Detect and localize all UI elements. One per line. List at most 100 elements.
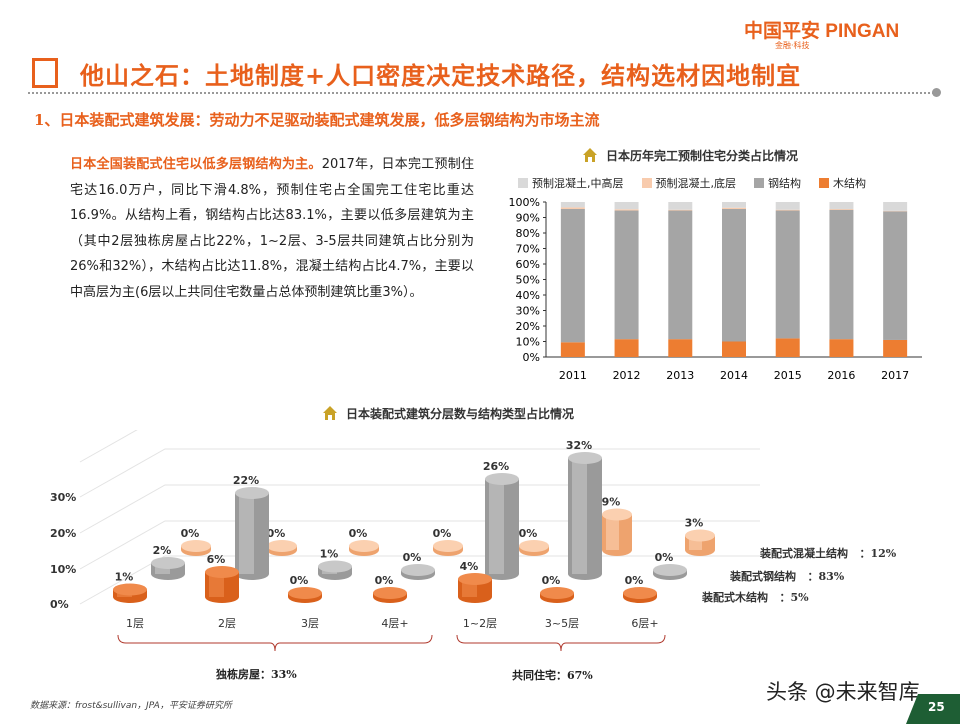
x-tick-label: 3~5层	[545, 617, 579, 630]
legend-label: 装配式混凝土结构	[760, 547, 848, 560]
y-tick-label: 100%	[509, 196, 540, 209]
cylinder-top	[288, 587, 322, 599]
data-label: 0%	[181, 527, 200, 540]
legend-item: 钢结构	[754, 175, 801, 191]
source-note: 数据来源：frost&sullivan，JPA，平安证券研究所	[30, 698, 232, 711]
chart1-title-wrap: 日本历年完工预制住宅分类占比情况	[582, 147, 798, 164]
summary-paragraph: 日本全国装配式住宅以低多层钢结构为主。2017年，日本完工预制住宅达16.0万户…	[70, 152, 474, 305]
legend-item: 预制混凝土,中高层	[518, 175, 624, 191]
legend-item: 预制混凝土,底层	[642, 175, 737, 191]
group-label-detached: 独栋房屋：33%	[216, 666, 297, 682]
cylinder-top	[433, 540, 463, 552]
data-label: 0%	[267, 527, 286, 540]
chart1-legend: 预制混凝土,中高层 预制混凝土,底层 钢结构 木结构	[518, 175, 866, 191]
page-title: 他山之石：土地制度+人口密度决定技术路径，结构选材因地制宜	[80, 56, 801, 91]
cylinder-top	[205, 566, 239, 578]
legend-label: 装配式木结构	[702, 591, 768, 604]
bar-segment	[829, 209, 853, 210]
data-label: 0%	[433, 527, 452, 540]
logo-tagline: 金融·科技	[775, 40, 810, 51]
legend-label: 装配式钢结构	[730, 570, 796, 583]
bar-segment	[883, 340, 907, 357]
y-tick-label: 20%	[516, 320, 540, 333]
gridline	[80, 430, 760, 462]
bar-segment	[615, 202, 639, 209]
x-tick-label: 3层	[301, 617, 319, 630]
data-label: 0%	[542, 574, 561, 587]
cylinder-top	[653, 564, 687, 576]
data-label: 26%	[483, 460, 509, 473]
data-label: 0%	[349, 527, 368, 540]
cylinder-top	[349, 540, 379, 552]
pingan-logo: 中国平安 PINGAN	[744, 16, 899, 43]
house-icon	[322, 405, 338, 421]
y-tick-label: 70%	[516, 243, 540, 256]
data-label: 1%	[320, 548, 339, 561]
legend-value: 83%	[819, 570, 845, 583]
house-icon	[582, 147, 598, 163]
data-label: 22%	[233, 474, 259, 487]
bar-segment	[776, 211, 800, 339]
chart1-title: 日本历年完工预制住宅分类占比情况	[606, 149, 798, 163]
x-tick-label: 2011	[559, 369, 587, 382]
data-label: 4%	[460, 560, 479, 573]
bar-segment	[561, 207, 585, 209]
bar-segment	[561, 209, 585, 342]
bar-segment	[776, 202, 800, 210]
data-label: 0%	[655, 551, 674, 564]
bar-segment	[776, 338, 800, 357]
bar-segment	[615, 209, 639, 210]
data-label: 0%	[290, 574, 309, 587]
y-tick-label: 10%	[50, 563, 76, 576]
x-tick-label: 2015	[774, 369, 802, 382]
y-tick-label: 50%	[516, 274, 540, 287]
y-tick-label: 40%	[516, 289, 540, 302]
cylinder-top	[373, 587, 407, 599]
paragraph-highlight: 日本全国装配式住宅以低多层钢结构为主。	[70, 157, 322, 172]
bar-segment	[561, 342, 585, 357]
cylinder-top	[485, 473, 519, 485]
legend-steel: 装配式钢结构 ：83%	[730, 568, 844, 584]
y-tick-label: 90%	[516, 212, 540, 225]
x-tick-label: 1层	[126, 617, 144, 630]
x-tick-label: 2012	[613, 369, 641, 382]
x-tick-label: 2016	[827, 369, 855, 382]
cylinder-top	[685, 530, 715, 542]
data-label: 0%	[403, 551, 422, 564]
gridline	[80, 449, 760, 497]
cylinder-top	[267, 540, 297, 552]
bar-segment	[829, 339, 853, 357]
cylinder-top	[623, 587, 657, 599]
cylinder-top	[540, 587, 574, 599]
y-tick-label: 30%	[516, 305, 540, 318]
legend-value: 12%	[871, 547, 897, 560]
watermark: 头条 @未来智库	[766, 676, 920, 706]
group-bracket	[457, 635, 665, 651]
bar-segment	[668, 339, 692, 357]
gridline	[80, 485, 760, 533]
chart2-title: 日本装配式建筑分层数与结构类型占比情况	[346, 407, 574, 421]
data-label: 0%	[375, 574, 394, 587]
data-label: 3%	[685, 517, 704, 530]
data-label: 6%	[207, 553, 226, 566]
bar-segment	[615, 339, 639, 357]
group-bracket	[118, 635, 432, 651]
data-label: 1%	[115, 571, 134, 584]
chart2-title-wrap: 日本装配式建筑分层数与结构类型占比情况	[322, 405, 574, 422]
bar-segment	[668, 211, 692, 340]
divider-dot	[932, 88, 941, 97]
y-tick-label: 0%	[523, 351, 540, 364]
paragraph-body: 2017年，日本完工预制住宅达16.0万户，同比下滑4.8%，预制住宅占全国完工…	[70, 157, 474, 300]
y-tick-label: 80%	[516, 227, 540, 240]
cylinder-top	[235, 487, 269, 499]
cylinder-top	[113, 584, 147, 596]
legend-value: 5%	[791, 591, 809, 604]
y-tick-label: 10%	[516, 336, 540, 349]
legend-wood: 装配式木结构 ：5%	[702, 589, 809, 605]
bar-segment	[776, 210, 800, 211]
section-heading: 1、日本装配式建筑发展：劳动力不足驱动装配式建筑发展，低多层钢结构为市场主流	[34, 109, 599, 130]
legend-label: 钢结构	[768, 175, 801, 191]
cylinder-top	[401, 564, 435, 576]
legend-label: 木结构	[833, 175, 866, 191]
x-tick-label: 2013	[666, 369, 694, 382]
